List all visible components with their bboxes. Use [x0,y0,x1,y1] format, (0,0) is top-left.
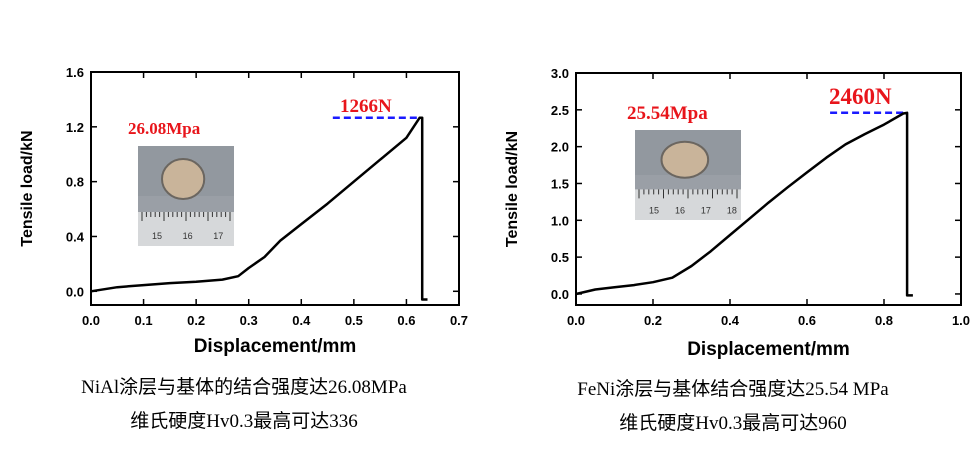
y-tick-label: 2.5 [551,103,569,118]
plot-frame [90,71,460,306]
nial-caption-line-1: NiAl涂层与基体的结合强度达26.08MPa [81,377,407,398]
peak-load-label: 1266N [340,96,392,117]
x-tick-label: 1.0 [952,313,970,328]
peak-load-label: 2460N [829,84,892,109]
y-tick-label: 3.0 [551,66,569,81]
ruler-label: 16 [675,206,685,216]
x-tick-label: 0.1 [135,313,153,328]
x-tick-label: 0.4 [292,313,311,328]
load-displacement-curve [90,116,428,301]
x-tick-label: 0.7 [450,313,468,328]
x-tick-label: 0.6 [397,313,415,328]
y-axis-title: Tensile load/kN [19,130,36,246]
bond-strength-label: 25.54Mpa [627,103,708,124]
feni-caption-line-1: FeNi涂层与基体结合强度达25.54 MPa [577,379,889,400]
y-tick-label: 1.6 [66,65,84,80]
coating-spot [660,140,710,179]
x-axis-title: Displacement/mm [687,339,850,360]
x-tick-label: 0.3 [240,313,258,328]
nial-chart: 0.0 0.1 0.2 0.3 0.4 0.5 0.6 0.7 0.0 0.4 0.8 1.2 1.6 D… [19,65,468,357]
nial-caption-line-2: 维氏硬度Hv0.3最高可达336 [130,411,358,432]
load-displacement-curve [575,111,913,297]
y-tick-label: 1.5 [551,176,569,191]
y-tick-label: 0.8 [66,175,84,190]
right-chart-panel: 0.0 0.2 0.4 0.6 0.8 1.0 0.0 0.5 1.0 1.5 2.0 2.5 3.0 D… [489,0,977,452]
coating-spot [161,158,206,200]
x-tick-label: 0.2 [644,313,662,328]
ruler-label: 17 [701,206,711,216]
x-tick-label: 0.0 [82,313,100,328]
y-tick-label: 0.0 [66,284,84,299]
ruler-label: 16 [183,231,193,241]
feni-caption-line-2: 维氏硬度Hv0.3最高可达960 [619,413,847,434]
x-tick-label: 0.5 [345,313,363,328]
bond-strength-label: 26.08Mpa [128,119,201,138]
x-tick-label: 0.2 [187,313,205,328]
x-tick-label: 0.4 [721,313,740,328]
y-tick-label: 1.2 [66,120,84,135]
ruler-label: 15 [152,231,162,241]
y-tick-label: 2.0 [551,140,569,155]
feni-chart: 0.0 0.2 0.4 0.6 0.8 1.0 0.0 0.5 1.0 1.5 2.0 2.5 3.0 D… [504,66,970,360]
ruler-label: 15 [649,206,659,216]
y-axis-title: Tensile load/kN [504,131,521,247]
plot-frame [575,72,962,306]
x-tick-label: 0.0 [567,313,585,328]
ruler-label: 18 [727,206,737,216]
x-axis-title: Displacement/mm [194,336,357,357]
y-tick-label: 0.4 [66,229,85,244]
ruler-label: 17 [213,231,223,241]
x-tick-label: 0.6 [798,313,816,328]
y-tick-label: 0.5 [551,250,569,265]
y-tick-label: 0.0 [551,287,569,302]
left-chart-panel: 0.0 0.1 0.2 0.3 0.4 0.5 0.6 0.7 0.0 0.4 0.8 1.2 1.6 D… [0,0,488,452]
y-tick-label: 1.0 [551,213,569,228]
x-tick-label: 0.8 [875,313,893,328]
